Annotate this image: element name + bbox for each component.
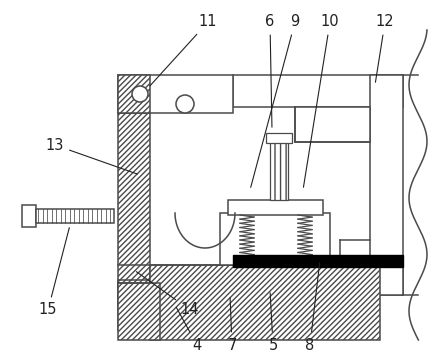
Text: 4: 4 (176, 308, 202, 352)
Bar (228, 200, 323, 215)
Text: 15: 15 (39, 228, 69, 318)
Circle shape (176, 95, 194, 113)
Bar (233, 255, 403, 267)
Text: 10: 10 (304, 14, 339, 187)
Text: 12: 12 (375, 14, 394, 82)
Bar (220, 213, 330, 265)
Bar (36, 209, 114, 223)
Circle shape (132, 86, 148, 102)
Bar (295, 107, 370, 142)
Bar (118, 75, 150, 113)
Text: 9: 9 (251, 14, 300, 187)
Bar (270, 140, 288, 200)
Text: 14: 14 (136, 271, 199, 318)
Text: 6: 6 (265, 14, 274, 127)
Text: 5: 5 (268, 293, 278, 352)
Bar (118, 305, 150, 330)
Bar (266, 133, 292, 143)
Bar (150, 265, 380, 340)
Text: 7: 7 (227, 298, 236, 352)
Bar (118, 75, 233, 113)
Text: 8: 8 (305, 263, 320, 352)
Bar (233, 262, 403, 295)
Bar (118, 280, 150, 305)
Bar (118, 283, 160, 340)
Text: 11: 11 (150, 14, 217, 86)
Bar (233, 75, 403, 107)
Bar (370, 75, 403, 295)
Text: 13: 13 (46, 138, 137, 174)
Bar (22, 205, 36, 227)
Bar (118, 113, 150, 305)
